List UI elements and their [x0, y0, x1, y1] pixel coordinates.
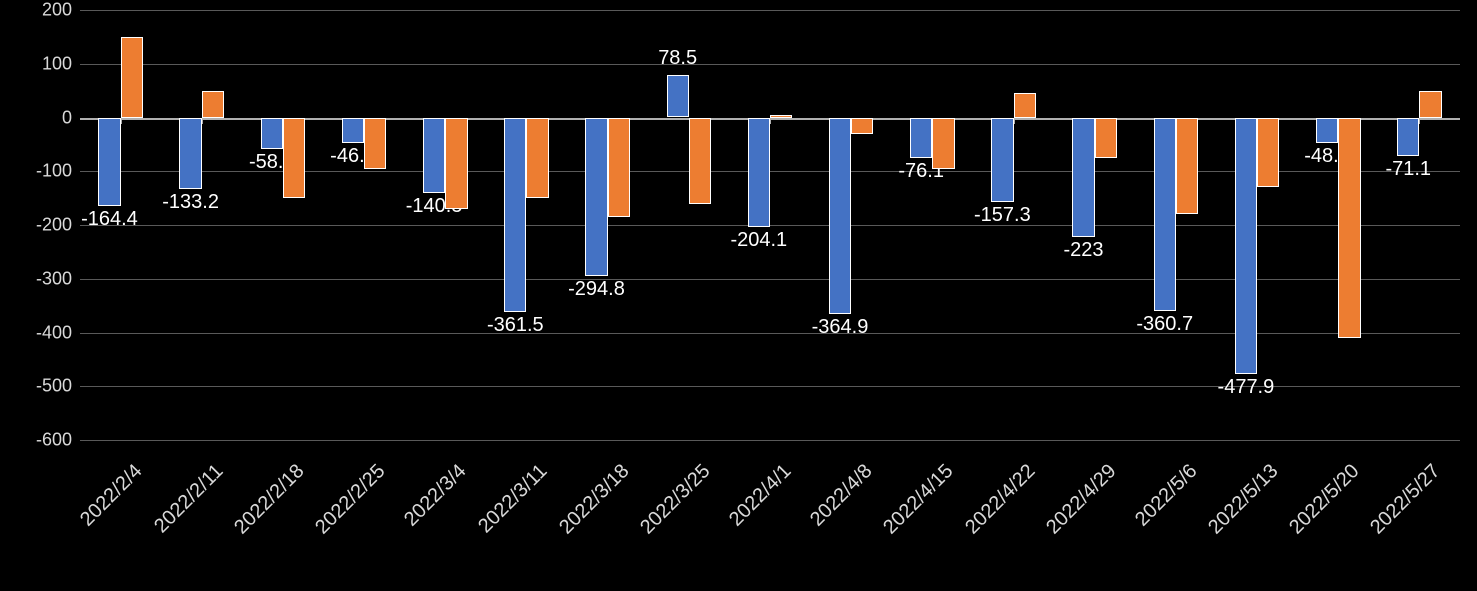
data-label: -361.5 [487, 314, 544, 337]
series2-bar [1014, 93, 1036, 117]
series2-bar [770, 115, 792, 118]
gridline [80, 10, 1460, 11]
data-label: -204.1 [730, 229, 787, 252]
y-tick-label: 0 [12, 107, 72, 128]
series2-bar [851, 118, 873, 134]
data-label: 78.5 [658, 47, 697, 70]
series2-bar [689, 118, 711, 204]
plot-area: -164.4-133.2-58.2-46.8-140.5-361.5-294.8… [80, 10, 1460, 440]
series2-bar [202, 91, 224, 118]
gridline [80, 64, 1460, 65]
series2-bar [1095, 118, 1117, 158]
series1-bar [342, 118, 364, 143]
y-tick-label: -100 [12, 161, 72, 182]
y-tick-label: -400 [12, 322, 72, 343]
y-tick-label: -500 [12, 376, 72, 397]
series1-bar [1072, 118, 1094, 238]
y-tick-label: 200 [12, 0, 72, 21]
series2-bar [1176, 118, 1198, 215]
series1-bar [504, 118, 526, 312]
series2-bar [1338, 118, 1360, 338]
y-tick-label: -300 [12, 268, 72, 289]
data-label: -71.1 [1385, 158, 1431, 181]
x-tick [121, 118, 122, 124]
x-tick [202, 118, 203, 124]
series2-bar [1257, 118, 1279, 188]
data-label: -223 [1064, 239, 1104, 262]
series1-bar [98, 118, 120, 206]
series1-bar [585, 118, 607, 276]
series2-bar [932, 118, 954, 169]
data-label: -360.7 [1136, 313, 1193, 336]
series1-bar [423, 118, 445, 194]
series2-bar [121, 37, 143, 118]
series1-bar [748, 118, 770, 228]
series1-bar [667, 75, 689, 117]
y-tick-label: 100 [12, 53, 72, 74]
data-label: -133.2 [162, 191, 219, 214]
y-tick-label: -600 [12, 430, 72, 451]
series1-bar [1397, 118, 1419, 156]
chart-container: -164.4-133.2-58.2-46.8-140.5-361.5-294.8… [0, 0, 1477, 591]
x-tick [1419, 118, 1420, 124]
gridline [80, 440, 1460, 441]
series1-bar [991, 118, 1013, 203]
series1-bar [829, 118, 851, 314]
series1-bar [1154, 118, 1176, 312]
data-label: -477.9 [1218, 376, 1275, 399]
data-label: -157.3 [974, 204, 1031, 227]
series2-bar [364, 118, 386, 169]
series1-bar [910, 118, 932, 159]
data-label: -364.9 [812, 316, 869, 339]
series1-bar [1316, 118, 1338, 144]
series2-bar [526, 118, 548, 199]
series1-bar [1235, 118, 1257, 375]
series2-bar [1419, 91, 1441, 118]
series2-bar [608, 118, 630, 217]
x-tick [770, 118, 771, 124]
x-tick [1014, 118, 1015, 124]
data-label: -164.4 [81, 208, 138, 231]
y-tick-label: -200 [12, 215, 72, 236]
series2-bar [445, 118, 467, 209]
data-label: -294.8 [568, 278, 625, 301]
series1-bar [261, 118, 283, 149]
series1-bar [179, 118, 201, 190]
series2-bar [283, 118, 305, 199]
